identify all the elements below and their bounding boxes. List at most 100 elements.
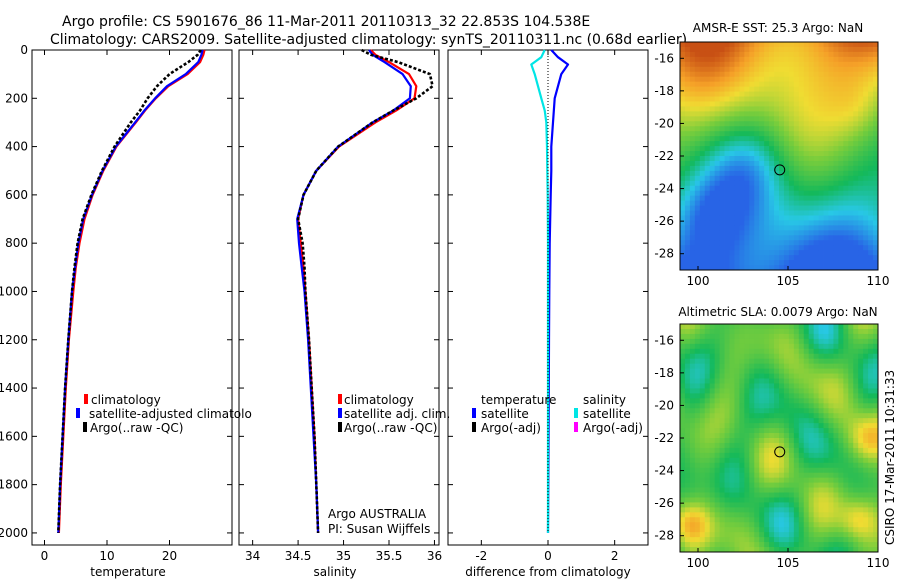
map-cell: [808, 467, 815, 474]
map-cell: [689, 91, 696, 97]
map-cell: [843, 457, 849, 464]
map-cell: [744, 388, 750, 394]
map-cell: [680, 457, 686, 464]
map-cell: [729, 507, 735, 513]
map-cell: [783, 230, 790, 236]
map-cell: [853, 195, 859, 202]
map-cell: [774, 126, 780, 132]
map-cell: [828, 542, 834, 548]
map-cell: [833, 447, 839, 454]
map-cell: [699, 393, 706, 399]
map-cell: [823, 482, 829, 488]
map-cell: [783, 403, 790, 409]
map-cell: [729, 160, 735, 167]
map-cell: [704, 185, 711, 192]
map-cell: [739, 111, 745, 117]
map-cell: [803, 333, 810, 340]
map-cell: [684, 175, 691, 182]
map-cell: [704, 328, 711, 335]
map-cell: [783, 502, 790, 508]
map-cell: [873, 383, 879, 389]
map-cell: [689, 403, 696, 409]
map-cell: [684, 542, 691, 548]
map-cell: [853, 265, 859, 271]
map-cell: [714, 457, 720, 464]
map-cell: [724, 76, 730, 83]
map-cell: [744, 502, 750, 508]
map-cell: [803, 438, 810, 444]
map-cell: [714, 56, 720, 63]
map-cell: [739, 106, 745, 112]
map-cell: [709, 527, 716, 533]
map-cell: [813, 398, 819, 404]
map-cell: [838, 482, 844, 488]
map-cell: [704, 452, 711, 459]
map-cell: [680, 245, 686, 251]
map-cell: [759, 215, 765, 221]
map-cell: [838, 338, 844, 345]
map-cell: [694, 393, 701, 399]
map-cell: [803, 507, 810, 513]
map-cell: [739, 61, 745, 68]
map-cell: [788, 457, 795, 464]
map-cell: [680, 205, 686, 211]
map-cell: [788, 91, 795, 97]
map-cell: [863, 255, 869, 261]
map-cell: [704, 442, 711, 449]
map-cell: [798, 378, 805, 384]
map-cell: [684, 255, 691, 261]
map-cell: [744, 225, 750, 231]
map-cell: [769, 527, 775, 533]
map-cell: [754, 71, 760, 78]
map-cell: [863, 413, 869, 419]
map-cell: [803, 265, 810, 271]
map-cell: [759, 180, 765, 187]
map-cell: [759, 527, 765, 533]
map-cell: [868, 160, 874, 167]
map-cell: [769, 343, 775, 350]
map-cell: [779, 61, 785, 68]
map-cell: [858, 220, 864, 226]
map-cell: [863, 423, 869, 429]
map-cell: [769, 126, 775, 132]
map-cell: [709, 190, 716, 197]
map-cell: [868, 502, 874, 508]
map-cell: [714, 442, 720, 449]
map-cell: [774, 56, 780, 63]
map-cell: [858, 96, 864, 102]
map-cell: [729, 428, 735, 434]
map-cell: [749, 250, 755, 256]
map-cell: [813, 527, 819, 533]
map-cell: [853, 250, 859, 256]
map-cell: [868, 328, 874, 335]
map-cell: [873, 482, 879, 488]
map-cell: [793, 61, 800, 68]
map-cell: [759, 131, 765, 137]
map-cell: [853, 215, 859, 221]
map-cell: [873, 462, 879, 469]
map-cell: [823, 101, 829, 107]
map-cell: [699, 338, 706, 345]
map-cell: [729, 175, 735, 182]
map-cell: [828, 170, 834, 177]
map-cell: [699, 141, 706, 147]
map-cell: [684, 527, 691, 533]
map-cell: [709, 56, 716, 63]
map-cell: [853, 522, 859, 528]
map-cell: [729, 457, 735, 464]
map-cell: [833, 61, 839, 68]
map-cell: [848, 101, 854, 107]
map-cell: [798, 527, 805, 533]
map-cell: [680, 111, 686, 117]
map-cell: [858, 151, 864, 157]
map-cell: [818, 502, 824, 508]
map-cell: [744, 111, 750, 117]
map-cell: [863, 156, 869, 162]
map-cell: [764, 343, 770, 350]
map-cell: [714, 156, 720, 162]
map-cell: [749, 403, 755, 409]
map-cell: [868, 240, 874, 246]
map-cell: [759, 502, 765, 508]
map-cell: [818, 492, 824, 498]
map-cell: [783, 423, 790, 429]
